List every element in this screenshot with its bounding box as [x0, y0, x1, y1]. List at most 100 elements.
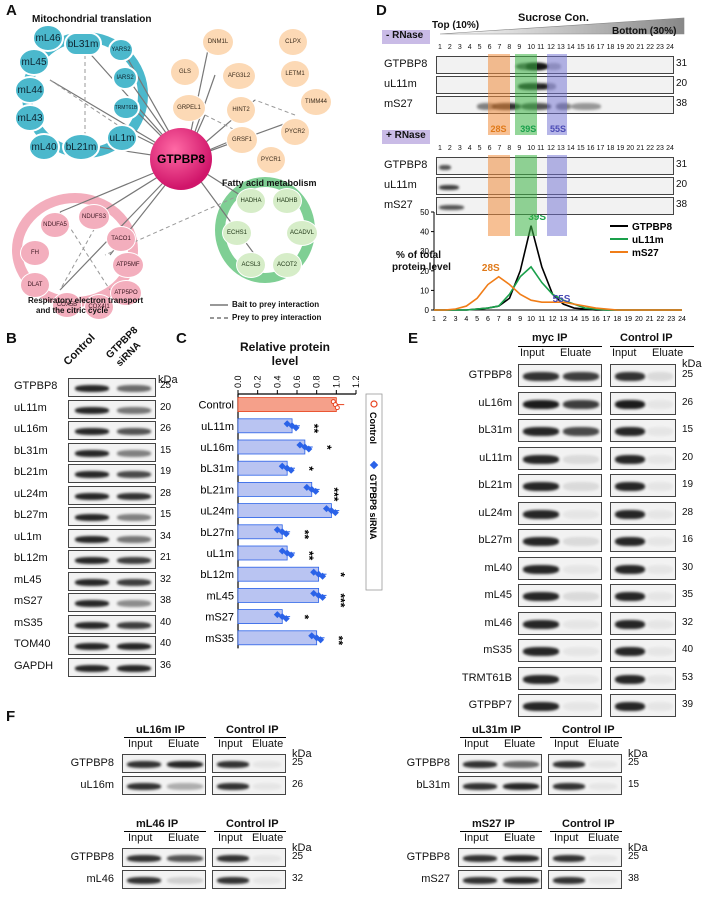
category-label: uL16m	[200, 442, 234, 454]
e-myc-blot-band	[523, 427, 559, 436]
d-minus-fraction-num: 12	[547, 44, 555, 51]
b-blot	[68, 464, 156, 483]
f-control-blot-band	[217, 855, 249, 862]
category-label: mS27	[205, 612, 234, 624]
e-row-label: TRMT61B	[461, 671, 512, 684]
x-tick-label: 0.4	[272, 375, 282, 388]
b-row-label: uL11m	[14, 401, 47, 414]
b-row-kda: 15	[160, 509, 172, 520]
e-input-2: Input	[612, 347, 637, 359]
node-grsf1: GRSF1	[226, 126, 258, 154]
f-row-kda: 32	[292, 873, 304, 884]
f-control-blot-band	[217, 783, 249, 790]
f-row-label: bL31m	[416, 779, 450, 791]
f-row-label: GTPBP8	[70, 851, 114, 863]
node-atp5po: ATP5PO	[110, 280, 142, 306]
d-ylabel-1: % of total	[396, 250, 441, 261]
b-row-label: uL1m	[14, 530, 42, 543]
f-ip-blot-band	[503, 761, 539, 768]
e-myc-blot-band	[563, 647, 599, 656]
e-row-label: bL21m	[478, 479, 512, 491]
d-plus-row-label: mS27	[384, 199, 413, 211]
e-myc-blot	[518, 611, 602, 635]
b-row-label: bL12m	[14, 552, 48, 564]
b-blot-band	[75, 643, 109, 650]
f-ip-blot-band	[127, 761, 161, 768]
e-input-1: Input	[520, 347, 545, 359]
b-blot	[68, 636, 156, 655]
d-plus-fraction-num: 8	[507, 145, 512, 152]
node-cox5b: COX5B	[52, 292, 82, 318]
x-tick-label: 1.0	[331, 375, 341, 388]
e-row-kda: 53	[682, 671, 694, 683]
e-control-blot-band	[615, 702, 645, 711]
f-control-blot-band	[553, 877, 585, 884]
e-control-blot	[610, 556, 676, 580]
b-row-kda: 25	[160, 380, 172, 391]
b-row-label: bL27m	[14, 509, 48, 521]
b-row-kda: 40	[160, 616, 172, 628]
bar	[237, 439, 306, 455]
d-minus-row-label: GTPBP8	[384, 58, 428, 70]
node-yars2: YARS2	[108, 38, 134, 62]
e-control-blot-band	[615, 372, 645, 381]
d-x-tick-label: 22	[657, 316, 665, 323]
e-myc-blot	[518, 584, 602, 607]
plus-rnase-tag	[382, 130, 430, 144]
d-plus-fraction-num: 4	[467, 145, 472, 152]
b-row-label: bL31m	[14, 444, 48, 457]
e-eluate-2: Eluate	[652, 347, 684, 359]
chart-title: Relative protein level	[239, 340, 331, 368]
b-blot-band	[117, 535, 151, 543]
d-plus-fraction-num: 16	[586, 145, 595, 152]
f-ip-line	[124, 831, 206, 832]
f-control-blot-band	[553, 761, 585, 768]
b-row-kda: 26	[160, 423, 172, 434]
e-myc-blot	[518, 666, 602, 690]
e-myc-blot-band	[563, 509, 599, 519]
significance-mark: **	[332, 636, 346, 646]
f-control-blot	[548, 754, 622, 773]
d-x-tick-label: 20	[635, 316, 643, 323]
b-blot	[68, 399, 156, 419]
d-minus-blot-band	[570, 102, 601, 110]
f-input-2: Input	[554, 832, 579, 844]
f-ip-blot-band	[167, 783, 203, 790]
e-row-kda: 20	[682, 451, 694, 463]
e-control-blot-band	[615, 454, 645, 464]
e-row-kda: 35	[682, 589, 694, 600]
f-control-line	[214, 737, 286, 738]
col-control: Control	[61, 331, 98, 368]
node-fh: FH	[20, 240, 50, 266]
d-minus-fraction-num: 20	[626, 44, 635, 51]
f-ip-title: mL46 IP	[136, 818, 179, 830]
f-ip-blot	[122, 754, 206, 773]
significance-mark: *	[320, 445, 334, 450]
d-marker-39s: 39S	[520, 124, 537, 134]
bar	[237, 397, 337, 413]
e-control-blot-band	[647, 647, 673, 656]
b-blot-band	[117, 664, 151, 672]
b-row-label: bL21m	[14, 466, 48, 478]
d-plus-fraction-num: 9	[517, 145, 522, 152]
d-x-tick-label: 4	[464, 316, 468, 323]
e-row-label: uL16m	[478, 396, 512, 409]
b-blot	[68, 507, 156, 526]
d-minus-fraction-num: 10	[527, 44, 536, 51]
d-y-tick-label: 40	[420, 228, 429, 237]
f-row-kda: 15	[628, 779, 640, 790]
f-input-2: Input	[554, 738, 579, 750]
bar	[237, 630, 318, 646]
e-control-blot-band	[647, 619, 673, 629]
d-minus-row-kda: 20	[676, 78, 688, 89]
node-afg3l2: AFG3L2	[222, 62, 256, 90]
e-control-blot-band	[647, 702, 673, 711]
f-input-2: Input	[218, 832, 243, 844]
f-ip-blot-band	[463, 877, 497, 884]
e-myc-blot-band	[523, 372, 559, 381]
f-ip-blot-band	[127, 855, 161, 862]
significance-mark: *	[302, 466, 316, 471]
e-myc-blot-band	[523, 482, 559, 491]
b-row-kda: 40	[160, 638, 172, 649]
